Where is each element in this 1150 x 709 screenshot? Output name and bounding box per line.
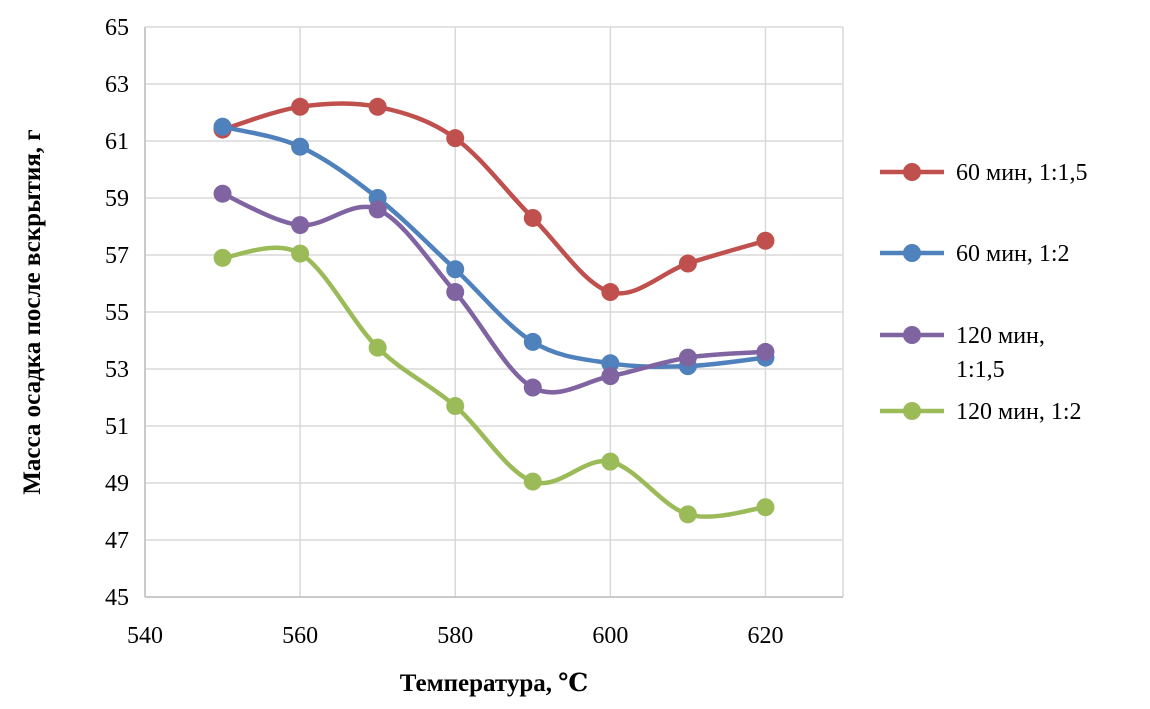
series-group bbox=[213, 97, 775, 524]
legend-swatch-marker bbox=[903, 326, 921, 344]
series-4-point bbox=[523, 472, 542, 491]
series-3-point bbox=[213, 184, 232, 203]
x-tick-label: 600 bbox=[592, 623, 628, 649]
y-tick-label: 59 bbox=[105, 186, 129, 212]
legend-entry-3: 120 мин, 1:1,5 bbox=[880, 323, 1045, 383]
y-tick-label: 55 bbox=[105, 300, 129, 326]
series-4-line bbox=[222, 245, 766, 519]
y-tick-label: 49 bbox=[105, 471, 129, 497]
x-tick-label: 560 bbox=[282, 623, 318, 649]
y-tick-label: 57 bbox=[105, 243, 129, 269]
series-4-point bbox=[368, 338, 387, 357]
series-4 bbox=[213, 244, 775, 524]
y-tick-label: 47 bbox=[105, 528, 129, 554]
series-1-point bbox=[523, 208, 542, 227]
series-4-point bbox=[291, 244, 310, 263]
y-tick-label: 51 bbox=[105, 414, 129, 440]
series-2-point bbox=[601, 354, 620, 373]
axes: 45 47 49 51 53 55 57 59 61 63 65 540 560 580 600 620 bbox=[105, 15, 843, 649]
series-2-line bbox=[221, 124, 766, 369]
legend-entry-2: 60 мин, 1:2 bbox=[880, 241, 1070, 267]
series-3-point bbox=[368, 200, 387, 219]
y-tick-label: 65 bbox=[105, 15, 129, 41]
series-2-point bbox=[291, 137, 310, 156]
series-1 bbox=[213, 97, 775, 302]
series-1-point bbox=[291, 97, 310, 116]
y-tick-label: 53 bbox=[105, 357, 129, 383]
legend-entry-1: 60 мин, 1:1,5 bbox=[880, 160, 1088, 186]
series-3-point bbox=[446, 283, 465, 302]
legend-swatch-marker bbox=[903, 163, 921, 181]
series-3-point bbox=[678, 348, 697, 367]
series-3-point bbox=[756, 342, 775, 361]
legend-label: 120 мин, 1:2 bbox=[956, 399, 1082, 425]
series-2-point bbox=[213, 117, 232, 136]
series-4-point bbox=[678, 505, 697, 524]
series-4-point bbox=[446, 397, 465, 416]
y-tick-label: 61 bbox=[105, 129, 129, 155]
series-1-point bbox=[601, 283, 620, 302]
x-tick-label: 540 bbox=[127, 623, 163, 649]
series-1-point bbox=[446, 129, 465, 148]
series-1-point bbox=[368, 97, 387, 116]
y-tick-label: 63 bbox=[105, 72, 129, 98]
legend-label: 60 мин, 1:1,5 bbox=[956, 160, 1088, 186]
series-1-point bbox=[756, 231, 775, 250]
series-2-point bbox=[523, 332, 542, 351]
x-tick-label: 620 bbox=[747, 623, 783, 649]
legend-label: 120 мин, bbox=[956, 323, 1045, 349]
x-axis-title: Температура, ℃ bbox=[400, 670, 588, 697]
series-4-point bbox=[213, 248, 232, 267]
series-3-line bbox=[221, 191, 766, 395]
series-3-point bbox=[601, 367, 620, 386]
legend-swatch-marker bbox=[903, 244, 921, 262]
series-3-point bbox=[291, 216, 310, 235]
x-tick-label: 580 bbox=[437, 623, 473, 649]
legend-entry-4: 120 мин, 1:2 bbox=[880, 399, 1082, 425]
series-3-point bbox=[523, 378, 542, 397]
legend-label: 60 мин, 1:2 bbox=[956, 241, 1070, 267]
legend-label: 1:1,5 bbox=[956, 357, 1005, 383]
series-4-point bbox=[756, 498, 775, 517]
series-2-point bbox=[446, 260, 465, 279]
series-4-point bbox=[601, 452, 620, 471]
legend-swatch-marker bbox=[903, 402, 921, 420]
y-axis-title: Масса осадка после вскрытия, г bbox=[19, 129, 46, 494]
series-1-point bbox=[678, 254, 697, 273]
y-tick-label: 45 bbox=[105, 585, 129, 611]
series-3 bbox=[213, 184, 775, 397]
